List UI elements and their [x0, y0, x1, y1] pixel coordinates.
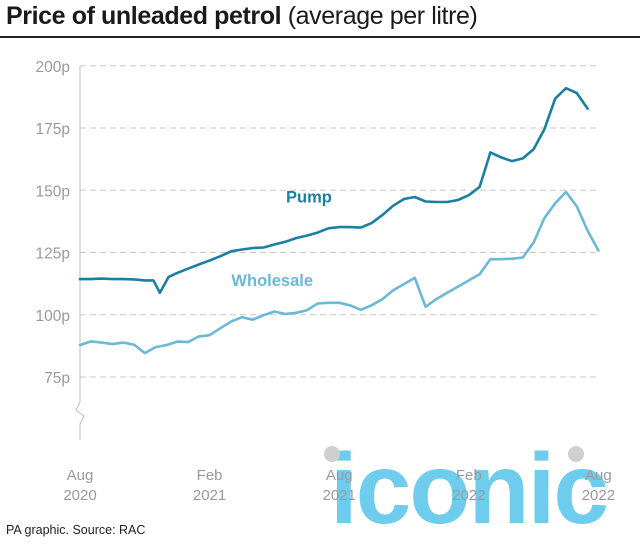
x-tick-label: Aug [326, 467, 353, 484]
watermark-dot-right [568, 446, 584, 462]
gridlines [80, 65, 600, 378]
x-tick-label: 2022 [452, 487, 485, 504]
title-divider [0, 36, 640, 38]
x-tick-label: Aug [585, 467, 612, 484]
title-subtitle: (average per litre) [287, 2, 478, 30]
y-tick-label: 100p [36, 308, 70, 325]
series-lines [78, 86, 600, 355]
source-note: PA graphic. Source: RAC [6, 523, 146, 537]
watermark-dot-left [324, 446, 340, 462]
y-tick-label: 75p [44, 370, 70, 387]
x-tick-label: Aug [67, 467, 94, 484]
x-axis-ticks: Aug 2020 Feb 2021 Aug 2021 Feb 2022 Aug 2022 [63, 467, 615, 504]
watermark-text: iconic [330, 433, 607, 545]
x-tick-label: 2021 [193, 487, 226, 504]
x-tick-label: 2021 [323, 487, 356, 504]
chart-title: Price of unleaded petrol (average per li… [6, 2, 478, 31]
series-line-wholesale [78, 190, 600, 355]
y-axis-ticks: 75p 100p 125p 150p 175p 200p [36, 59, 70, 387]
axis-break-mark [75, 401, 85, 425]
series-line-pump [78, 86, 589, 295]
title-main: Price of unleaded petrol [6, 2, 282, 30]
y-tick-label: 200p [36, 59, 70, 76]
x-tick-label: Feb [456, 467, 482, 484]
series-labels: Pump Wholesale [231, 188, 331, 290]
y-tick-label: 150p [36, 183, 70, 200]
series-label-wholesale: Wholesale [231, 272, 313, 290]
y-tick-label: 125p [36, 246, 70, 263]
series-label-pump: Pump [286, 188, 332, 206]
y-tick-label: 175p [36, 121, 70, 138]
x-tick-label: 2020 [63, 487, 96, 504]
x-tick-label: Feb [197, 467, 223, 484]
x-tick-label: 2022 [582, 487, 615, 504]
watermark: iconic [324, 433, 609, 545]
